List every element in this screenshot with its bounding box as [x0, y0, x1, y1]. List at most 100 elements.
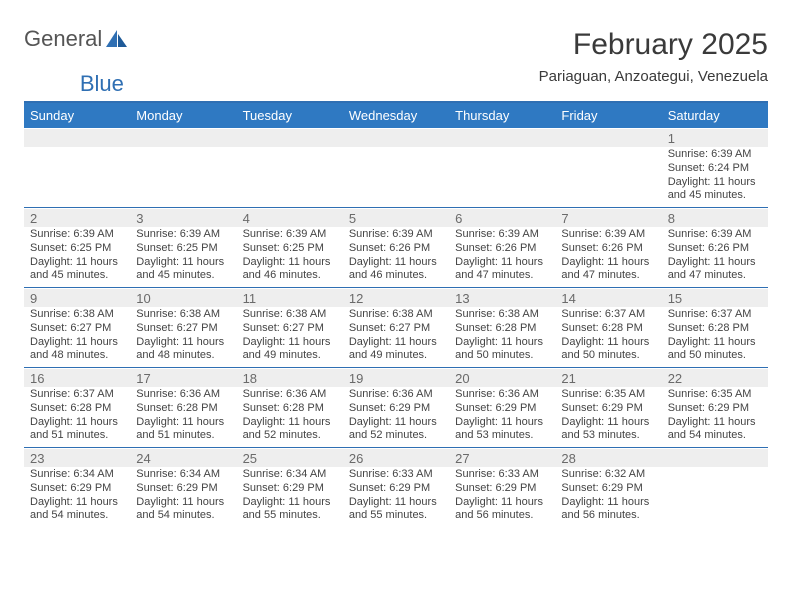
day-info-cell [662, 467, 768, 527]
day-info-cell: Sunrise: 6:39 AMSunset: 6:26 PMDaylight:… [555, 227, 661, 288]
daylight-text: Daylight: 11 hours and 54 minutes. [30, 496, 124, 524]
sunset-text: Sunset: 6:29 PM [455, 402, 549, 416]
daylight-text: Daylight: 11 hours and 46 minutes. [243, 256, 337, 284]
sunset-text: Sunset: 6:27 PM [349, 322, 443, 336]
day-info-cell: Sunrise: 6:37 AMSunset: 6:28 PMDaylight:… [662, 307, 768, 368]
sunrise-text: Sunrise: 6:35 AM [561, 388, 655, 402]
weekday-header: Tuesday [237, 103, 343, 129]
day-info-cell: Sunrise: 6:39 AMSunset: 6:25 PMDaylight:… [24, 227, 130, 288]
day-number-cell: 8 [662, 209, 768, 228]
day-info-cell: Sunrise: 6:38 AMSunset: 6:27 PMDaylight:… [130, 307, 236, 368]
daylight-text: Daylight: 11 hours and 52 minutes. [243, 416, 337, 444]
day-info-cell: Sunrise: 6:38 AMSunset: 6:28 PMDaylight:… [449, 307, 555, 368]
day-info-row: Sunrise: 6:37 AMSunset: 6:28 PMDaylight:… [24, 387, 768, 448]
day-info-cell: Sunrise: 6:33 AMSunset: 6:29 PMDaylight:… [449, 467, 555, 527]
daylight-text: Daylight: 11 hours and 50 minutes. [455, 336, 549, 364]
sunrise-text: Sunrise: 6:38 AM [30, 308, 124, 322]
day-info-cell: Sunrise: 6:38 AMSunset: 6:27 PMDaylight:… [343, 307, 449, 368]
day-number-row: 16171819202122 [24, 369, 768, 388]
sunset-text: Sunset: 6:28 PM [668, 322, 762, 336]
sunset-text: Sunset: 6:26 PM [455, 242, 549, 256]
sunset-text: Sunset: 6:28 PM [136, 402, 230, 416]
daylight-text: Daylight: 11 hours and 47 minutes. [668, 256, 762, 284]
daylight-text: Daylight: 11 hours and 45 minutes. [30, 256, 124, 284]
sunset-text: Sunset: 6:28 PM [561, 322, 655, 336]
day-number-cell: 21 [555, 369, 661, 388]
daylight-text: Daylight: 11 hours and 51 minutes. [136, 416, 230, 444]
sunrise-text: Sunrise: 6:39 AM [349, 228, 443, 242]
daylight-text: Daylight: 11 hours and 49 minutes. [243, 336, 337, 364]
day-number-cell: 2 [24, 209, 130, 228]
day-number-cell: 20 [449, 369, 555, 388]
day-number-cell: 19 [343, 369, 449, 388]
brand-word-1: General [24, 28, 102, 50]
sunset-text: Sunset: 6:29 PM [30, 482, 124, 496]
sunset-text: Sunset: 6:26 PM [349, 242, 443, 256]
weekday-header: Friday [555, 103, 661, 129]
sunset-text: Sunset: 6:29 PM [668, 402, 762, 416]
day-info-cell: Sunrise: 6:34 AMSunset: 6:29 PMDaylight:… [130, 467, 236, 527]
day-info-row: Sunrise: 6:39 AMSunset: 6:25 PMDaylight:… [24, 227, 768, 288]
daylight-text: Daylight: 11 hours and 50 minutes. [561, 336, 655, 364]
sunset-text: Sunset: 6:29 PM [561, 482, 655, 496]
sunrise-text: Sunrise: 6:32 AM [561, 468, 655, 482]
day-info-cell: Sunrise: 6:38 AMSunset: 6:27 PMDaylight:… [237, 307, 343, 368]
day-number-cell: 6 [449, 209, 555, 228]
sunset-text: Sunset: 6:27 PM [30, 322, 124, 336]
brand-word-2: Blue [80, 73, 124, 95]
daylight-text: Daylight: 11 hours and 48 minutes. [30, 336, 124, 364]
day-info-cell [555, 147, 661, 208]
day-number-cell: 10 [130, 289, 236, 308]
sunrise-text: Sunrise: 6:39 AM [668, 228, 762, 242]
day-number-cell [449, 129, 555, 148]
day-number-cell [555, 129, 661, 148]
day-info-cell: Sunrise: 6:39 AMSunset: 6:26 PMDaylight:… [449, 227, 555, 288]
day-number-row: 232425262728 [24, 449, 768, 468]
sunset-text: Sunset: 6:29 PM [136, 482, 230, 496]
sunset-text: Sunset: 6:28 PM [30, 402, 124, 416]
daylight-text: Daylight: 11 hours and 50 minutes. [668, 336, 762, 364]
day-info-cell [237, 147, 343, 208]
sunset-text: Sunset: 6:27 PM [136, 322, 230, 336]
day-info-row: Sunrise: 6:39 AMSunset: 6:24 PMDaylight:… [24, 147, 768, 208]
weekday-header: Sunday [24, 103, 130, 129]
day-info-cell: Sunrise: 6:39 AMSunset: 6:25 PMDaylight:… [130, 227, 236, 288]
sunset-text: Sunset: 6:26 PM [561, 242, 655, 256]
weekday-header: Thursday [449, 103, 555, 129]
location-subtitle: Pariaguan, Anzoategui, Venezuela [539, 68, 768, 85]
sunrise-text: Sunrise: 6:34 AM [136, 468, 230, 482]
day-number-cell: 14 [555, 289, 661, 308]
sunset-text: Sunset: 6:25 PM [30, 242, 124, 256]
sunrise-text: Sunrise: 6:39 AM [243, 228, 337, 242]
daylight-text: Daylight: 11 hours and 53 minutes. [455, 416, 549, 444]
day-number-cell [130, 129, 236, 148]
day-number-cell: 4 [237, 209, 343, 228]
daylight-text: Daylight: 11 hours and 47 minutes. [561, 256, 655, 284]
month-title: February 2025 [539, 28, 768, 62]
day-info-cell: Sunrise: 6:36 AMSunset: 6:28 PMDaylight:… [237, 387, 343, 448]
day-number-cell: 24 [130, 449, 236, 468]
day-number-cell: 11 [237, 289, 343, 308]
day-info-cell: Sunrise: 6:34 AMSunset: 6:29 PMDaylight:… [24, 467, 130, 527]
day-info-cell [24, 147, 130, 208]
day-info-row: Sunrise: 6:38 AMSunset: 6:27 PMDaylight:… [24, 307, 768, 368]
daylight-text: Daylight: 11 hours and 45 minutes. [136, 256, 230, 284]
sunrise-text: Sunrise: 6:38 AM [136, 308, 230, 322]
day-info-cell: Sunrise: 6:39 AMSunset: 6:25 PMDaylight:… [237, 227, 343, 288]
day-number-cell: 12 [343, 289, 449, 308]
sail-icon [106, 30, 128, 48]
daylight-text: Daylight: 11 hours and 56 minutes. [561, 496, 655, 524]
day-number-cell: 28 [555, 449, 661, 468]
daylight-text: Daylight: 11 hours and 52 minutes. [349, 416, 443, 444]
sunrise-text: Sunrise: 6:39 AM [561, 228, 655, 242]
sunset-text: Sunset: 6:24 PM [668, 162, 762, 176]
day-number-cell: 3 [130, 209, 236, 228]
sunset-text: Sunset: 6:29 PM [455, 482, 549, 496]
day-number-row: 9101112131415 [24, 289, 768, 308]
daylight-text: Daylight: 11 hours and 53 minutes. [561, 416, 655, 444]
sunset-text: Sunset: 6:29 PM [349, 402, 443, 416]
daylight-text: Daylight: 11 hours and 48 minutes. [136, 336, 230, 364]
day-number-cell: 26 [343, 449, 449, 468]
day-number-cell: 23 [24, 449, 130, 468]
day-info-cell: Sunrise: 6:37 AMSunset: 6:28 PMDaylight:… [24, 387, 130, 448]
